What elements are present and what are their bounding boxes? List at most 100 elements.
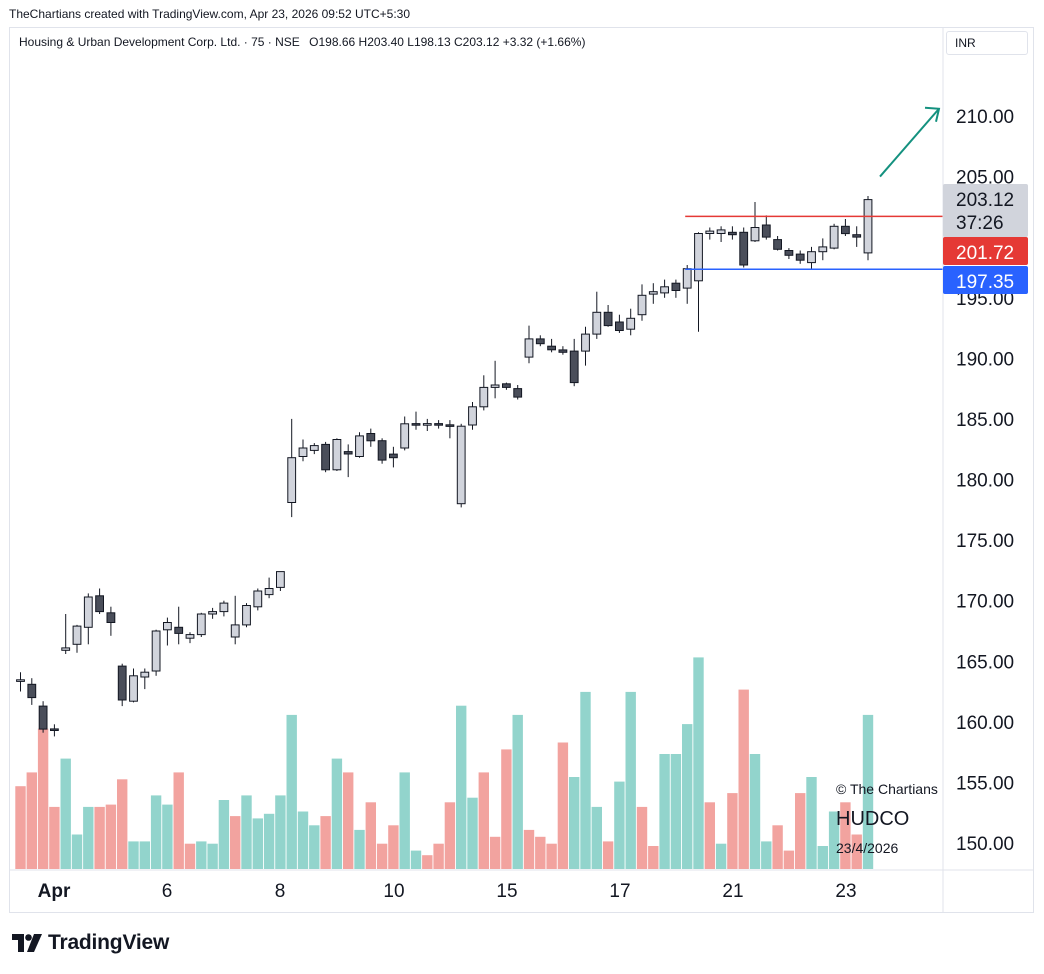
volume-bar (478, 772, 489, 869)
volume-bar (365, 802, 376, 869)
volume-bar (139, 841, 150, 869)
volume-bar (354, 829, 365, 869)
candle (513, 385, 523, 400)
candle-body (253, 590, 263, 608)
candle (479, 375, 489, 411)
candle-body (151, 630, 161, 672)
candle-body (411, 423, 421, 426)
symbol-legend: Housing & Urban Development Corp. Ltd. ·… (19, 35, 585, 49)
volume-bar (331, 758, 343, 869)
candle (829, 223, 839, 250)
candle-body (863, 199, 873, 254)
candle-body (185, 634, 195, 639)
candle-body (535, 338, 545, 345)
candle-body (660, 286, 670, 294)
volume-bar (275, 795, 286, 869)
candle (174, 606, 184, 645)
badge-value: 203.12 (956, 190, 1014, 211)
volume-bar (83, 806, 94, 869)
candle (163, 617, 172, 646)
candle (750, 202, 760, 242)
candle-body (569, 350, 579, 384)
volume-bar (105, 804, 117, 869)
volume-bar (727, 793, 738, 869)
volume-bar (546, 843, 557, 869)
candle (648, 283, 658, 304)
tradingview-brand[interactable]: TradingView (12, 931, 169, 955)
candle-body (615, 321, 624, 331)
price-tick-label: 175.00 (956, 531, 1014, 552)
candle-body (761, 224, 771, 238)
candle (151, 629, 161, 676)
candle-body (208, 611, 217, 615)
candle-body (603, 311, 613, 327)
candle (660, 279, 670, 298)
volume-bar (150, 795, 162, 869)
candle (468, 402, 477, 430)
volume-bar (851, 834, 862, 869)
volume-bar (184, 843, 196, 869)
candle-body (230, 624, 240, 638)
candle-body (637, 294, 647, 316)
candles (16, 196, 873, 737)
volume-bar (26, 772, 37, 869)
candle (309, 443, 319, 455)
candle (434, 420, 444, 429)
candle-body (648, 291, 658, 295)
volume-bar (320, 816, 331, 869)
candle-body (61, 647, 71, 651)
candle-body (773, 239, 783, 250)
badge-value: 201.72 (956, 243, 1014, 264)
currency-button[interactable]: INR (946, 31, 1028, 55)
candle-body (626, 317, 636, 330)
candle-body (287, 457, 297, 504)
candle (411, 411, 421, 430)
volume-bar (422, 855, 433, 869)
volume-bar (173, 772, 184, 869)
candle (83, 593, 93, 645)
candle (773, 236, 783, 251)
candle-body (321, 443, 331, 471)
change-value: +3.32 (+1.66%) (502, 35, 586, 49)
open-label: O (309, 35, 319, 49)
candle-body (72, 625, 82, 645)
volume-bar (489, 836, 501, 869)
candle-body (38, 705, 48, 730)
volume-bar (196, 841, 207, 869)
candle-body (468, 406, 477, 426)
candle-body (592, 311, 602, 335)
volume-bar (749, 754, 761, 869)
price-tick-label: 210.00 (956, 107, 1014, 128)
candle (445, 420, 455, 439)
candle-body (389, 453, 398, 459)
volume-bar (761, 841, 772, 869)
candle-body (558, 349, 568, 353)
candle-body (27, 683, 37, 699)
resistance-price-badge: 201.72 (943, 237, 1028, 265)
candle (38, 701, 48, 733)
time-tick-label: 8 (275, 881, 286, 902)
candle-body (50, 728, 59, 732)
support-price-badge: 197.35 (943, 266, 1028, 294)
candle (377, 438, 387, 464)
volume-bar (230, 816, 241, 869)
candle-body (705, 230, 715, 235)
candle (818, 238, 828, 261)
volume-bar (580, 691, 591, 869)
candle (196, 612, 206, 637)
candle (739, 227, 749, 268)
candle-body (818, 246, 828, 253)
candle-body (400, 423, 410, 449)
candle (61, 614, 71, 654)
candle-body (479, 386, 489, 408)
volume-bar (241, 795, 252, 869)
trend-arrow-line (879, 108, 940, 178)
volume-bar (817, 846, 828, 869)
volume-bar (399, 772, 410, 869)
candle (50, 724, 59, 737)
candle (615, 314, 624, 333)
candle-body (163, 622, 172, 631)
candle (558, 346, 568, 355)
